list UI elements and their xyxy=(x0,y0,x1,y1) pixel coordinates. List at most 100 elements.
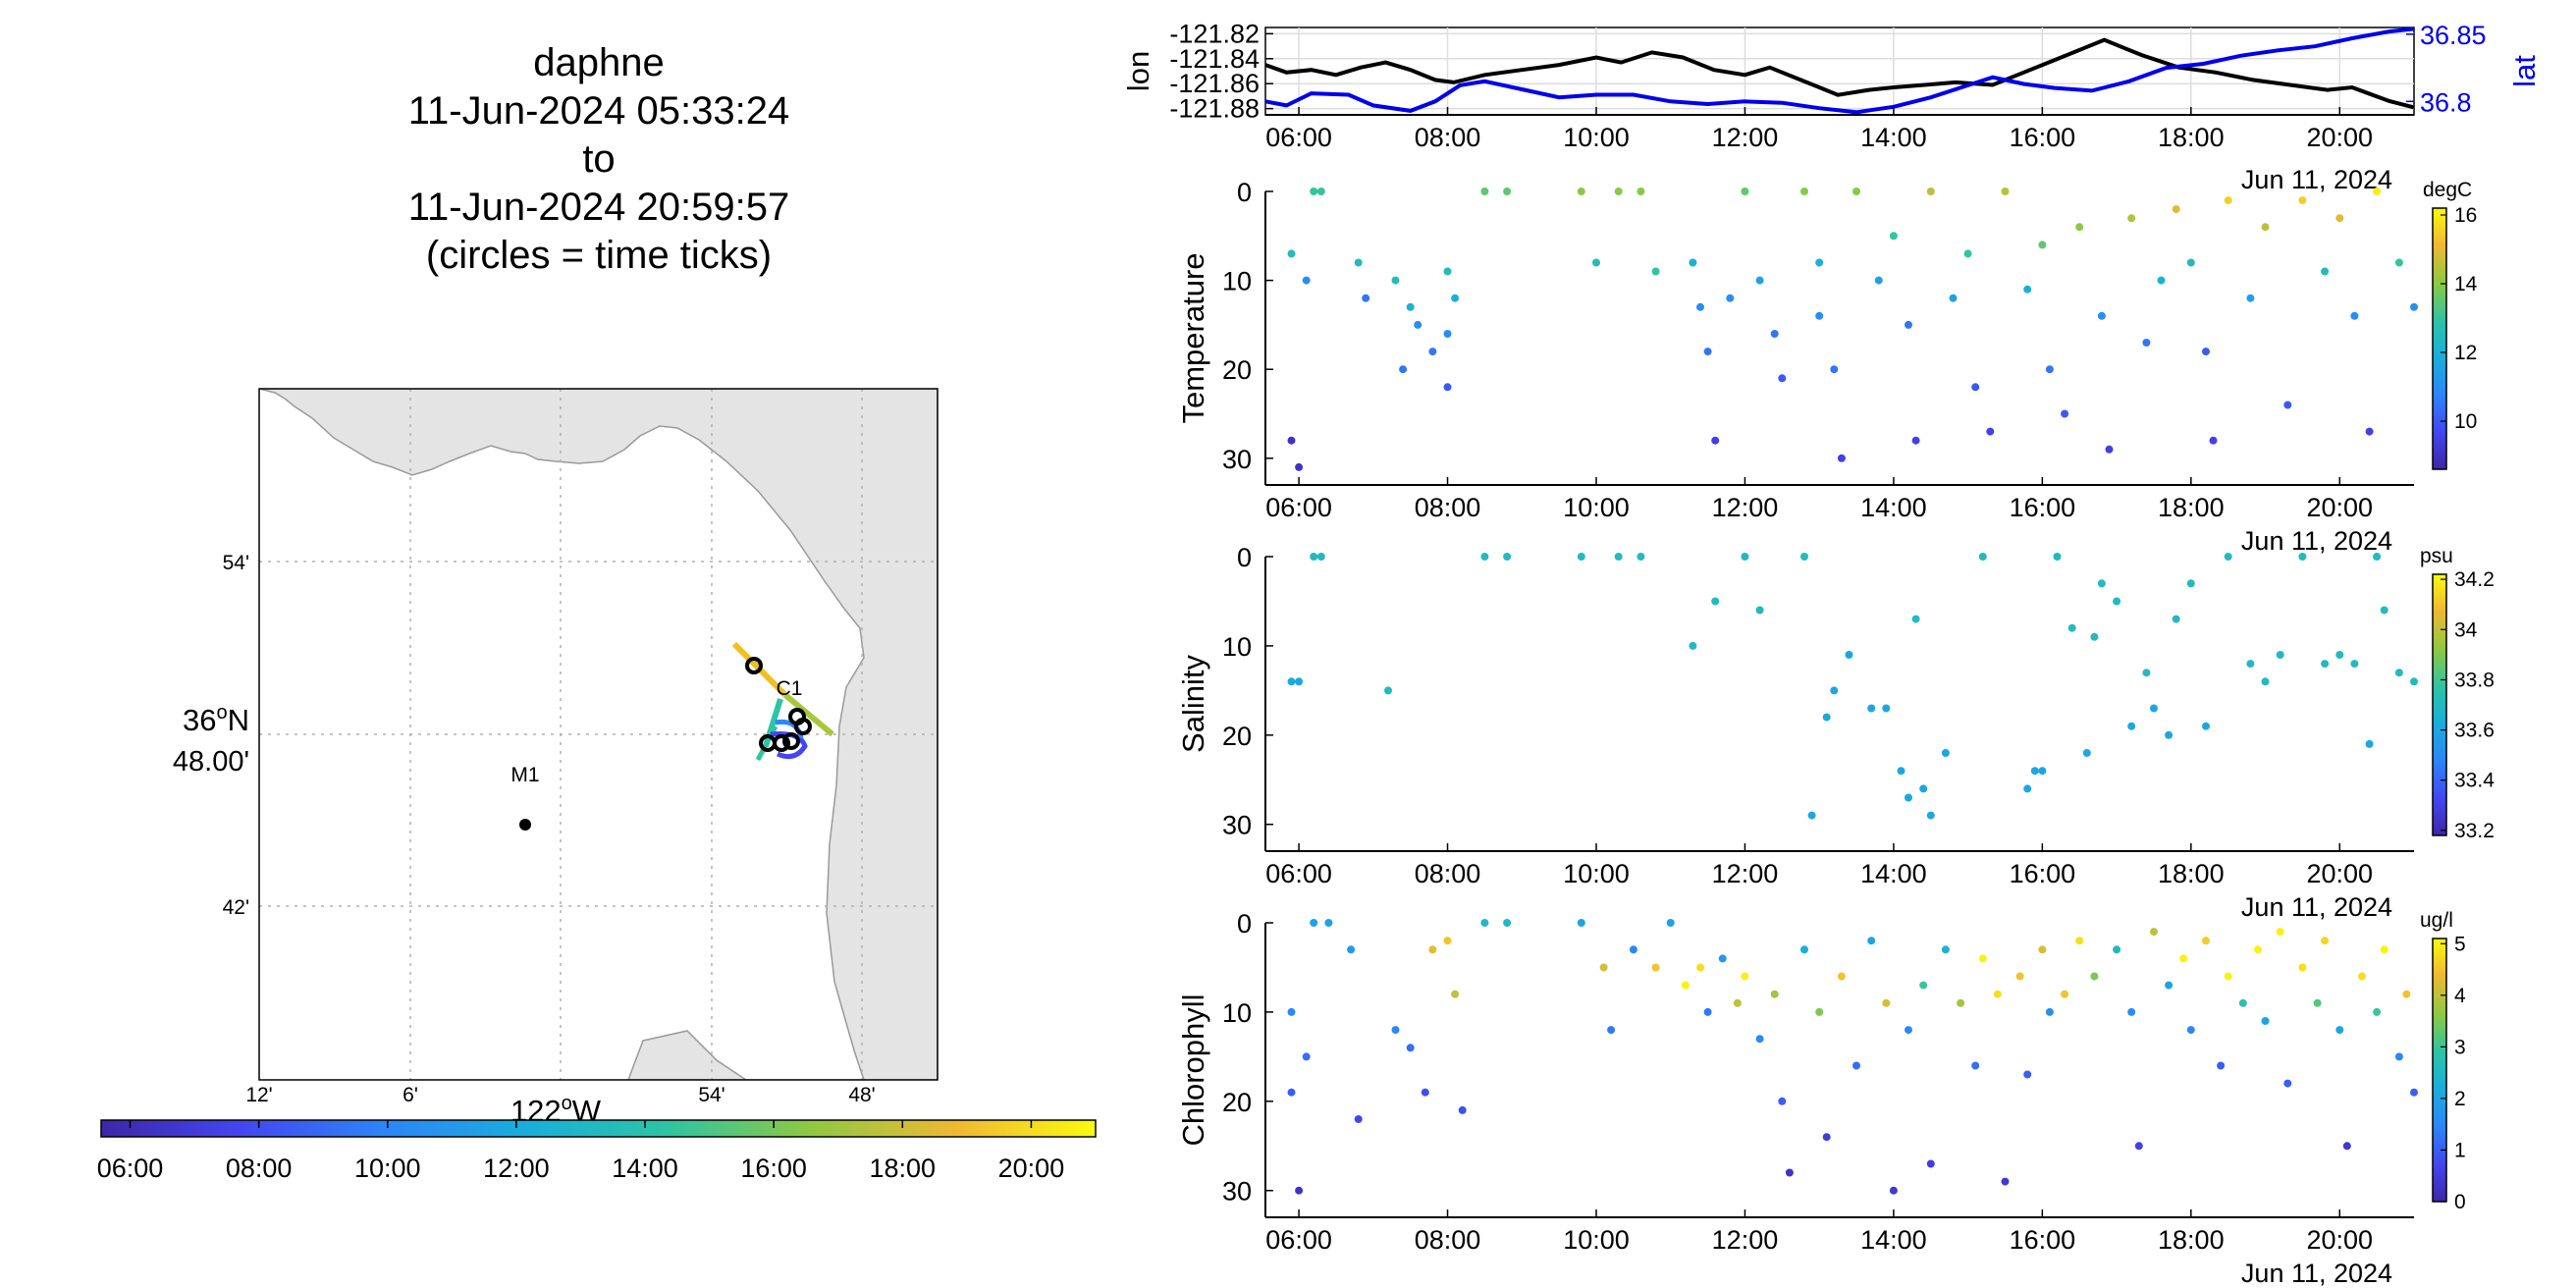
chlorophyll-data-point xyxy=(1733,998,1742,1007)
temperature-colorbar-unit: degC xyxy=(2423,179,2472,201)
chlorophyll-data-point xyxy=(2134,1142,2143,1151)
chlorophyll-data-point xyxy=(2217,1061,2226,1070)
temperature-data-point xyxy=(1391,276,1400,285)
temperature-data-point xyxy=(1428,348,1437,356)
temperature-data-point xyxy=(1696,302,1704,311)
temperature-data-point xyxy=(1480,188,1489,195)
temperature-data-point xyxy=(1443,383,1452,392)
temperature-data-point xyxy=(1577,188,1585,195)
chlorophyll-data-point xyxy=(2165,981,2174,990)
salinity-data-point xyxy=(1384,686,1392,695)
map-lat-tick-42: 42' xyxy=(223,896,249,919)
chlorophyll-data-point xyxy=(2402,990,2411,998)
chlorophyll-data-point xyxy=(1905,1026,1912,1035)
salinity-data-point xyxy=(1807,811,1816,820)
salinity-data-point xyxy=(2202,722,2210,730)
chlorophyll-data-point xyxy=(1577,919,1585,927)
temperature-data-point xyxy=(1302,276,1311,285)
chlorophyll-data-point xyxy=(2261,1017,2270,1025)
chlorophyll-data-point xyxy=(1889,1186,1898,1195)
temperature-data-point xyxy=(2038,241,2047,249)
salinity-data-point xyxy=(2067,623,2076,632)
station-c1-label: C1 xyxy=(777,677,803,700)
salinity-data-point xyxy=(2261,677,2270,686)
chlorophyll-data-point xyxy=(1778,1097,1787,1105)
temperature-data-point xyxy=(1414,320,1422,329)
temperature-data-point xyxy=(1443,267,1452,276)
x-tick-label: 12:00 xyxy=(1712,123,1779,152)
lat-tick-label: 36.85 xyxy=(2420,21,2487,50)
temperature-y-tick-label: 20 xyxy=(1222,355,1252,385)
chlorophyll-data-point xyxy=(2298,963,2307,972)
chlorophyll-data-point xyxy=(1310,919,1318,927)
salinity-data-point xyxy=(2165,730,2174,739)
chlorophyll-data-point xyxy=(2342,1142,2351,1151)
lat-axis-label: lat xyxy=(2507,55,2542,87)
temperature-data-point xyxy=(1451,294,1460,302)
chlorophyll-data-point xyxy=(1347,945,1356,954)
salinity-data-point xyxy=(2023,784,2032,793)
salinity-data-point xyxy=(1316,553,1325,561)
salinity-data-point xyxy=(2298,553,2307,561)
temperature-data-point xyxy=(2202,348,2210,356)
temperature-data-point xyxy=(2335,214,2344,223)
salinity-data-point xyxy=(2038,767,2047,776)
salinity-data-point xyxy=(2380,606,2388,615)
temperature-colorbar-tick-label: 10 xyxy=(2454,410,2477,433)
lon-tick-label: -121.84 xyxy=(1169,44,1260,74)
time-tick-circle xyxy=(782,732,800,750)
map-colorbar-tick-label: 16:00 xyxy=(740,1154,807,1183)
salinity-data-point xyxy=(1637,553,1645,561)
chlorophyll-y-tick-label: 30 xyxy=(1222,1177,1252,1207)
map-panel: M1 C1 54' 36oN 48.00' 42' 12' 6' 54' 48'… xyxy=(173,388,939,1128)
x-tick-label: 16:00 xyxy=(2010,859,2076,888)
salinity-colorbar-tick-label: 33.2 xyxy=(2454,820,2495,842)
temperature-data-point xyxy=(2001,188,2010,195)
chlorophyll-data-point xyxy=(2410,1088,2418,1097)
chlorophyll-data-point xyxy=(2335,1026,2344,1035)
time-tick-circle xyxy=(773,734,790,752)
x-tick-label: 10:00 xyxy=(1563,859,1630,888)
x-tick-label: 18:00 xyxy=(2158,1225,2225,1255)
salinity-data-point xyxy=(2335,651,2344,659)
temperature-data-point xyxy=(1852,188,1860,195)
temperature-colorbar-gradient xyxy=(2432,207,2447,470)
salinity-data-point xyxy=(2350,660,2359,669)
chlorophyll-data-point xyxy=(2373,1007,2382,1016)
temperature-data-point xyxy=(1926,188,1935,195)
salinity-data-point xyxy=(1978,553,1987,561)
temperature-data-point xyxy=(2157,276,2166,285)
chlorophyll-data-point xyxy=(1428,945,1437,954)
map-time-colorbar: 06:00 08:00 10:00 12:00 14:00 16:00 18:00 20:00 xyxy=(97,1119,1097,1183)
map-lat-tick-48: 48.00' xyxy=(173,746,249,778)
salinity-data-point xyxy=(2394,669,2403,677)
x-tick-label: 10:00 xyxy=(1563,123,1630,152)
chlorophyll-colorbar-tick-label: 0 xyxy=(2454,1191,2466,1213)
salinity-data-point xyxy=(2410,677,2418,686)
land-area xyxy=(259,389,938,1080)
salinity-y-tick-label: 0 xyxy=(1237,543,1252,572)
temperature-data-point xyxy=(1651,267,1660,276)
chlorophyll-data-point xyxy=(1503,919,1512,927)
salinity-data-point xyxy=(1882,704,1891,713)
x-tick-label: 06:00 xyxy=(1265,493,1332,522)
chlorophyll-data-point xyxy=(2001,1177,2010,1186)
salinity-data-point xyxy=(2030,767,2039,776)
chlorophyll-data-point xyxy=(2061,990,2069,998)
temperature-data-point xyxy=(2298,196,2307,205)
salinity-data-point xyxy=(2090,632,2099,641)
temperature-data-point xyxy=(2321,267,2330,276)
temperature-data-point xyxy=(1503,188,1512,195)
chlorophyll-data-point xyxy=(2254,945,2262,954)
temperature-data-point xyxy=(1889,232,1898,241)
temperature-data-point xyxy=(1316,188,1325,195)
temperature-data-point xyxy=(1443,330,1452,338)
map-colorbar-tick-label: 14:00 xyxy=(612,1154,678,1183)
x-tick-label: 10:00 xyxy=(1563,493,1630,522)
salinity-data-point xyxy=(1310,553,1318,561)
lon-tick-label: -121.88 xyxy=(1169,94,1260,124)
chlorophyll-data-point xyxy=(1681,981,1690,990)
chlorophyll-data-point xyxy=(1666,919,1675,927)
